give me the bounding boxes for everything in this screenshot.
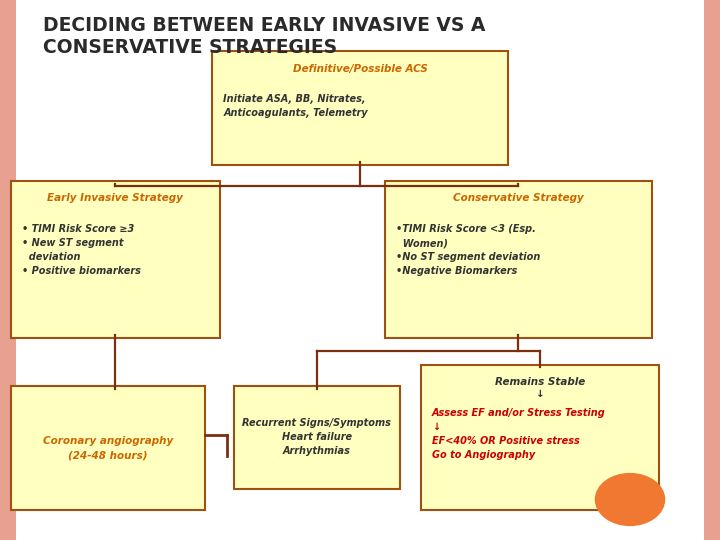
- Text: •TIMI Risk Score <3 (Esp.
  Women)
•No ST segment deviation
•Negative Biomarkers: •TIMI Risk Score <3 (Esp. Women) •No ST …: [396, 224, 541, 276]
- Text: Coronary angiography
(24-48 hours): Coronary angiography (24-48 hours): [43, 436, 173, 460]
- FancyBboxPatch shape: [704, 0, 720, 540]
- FancyBboxPatch shape: [212, 51, 508, 165]
- FancyBboxPatch shape: [385, 181, 652, 338]
- Text: • TIMI Risk Score ≥3
• New ST segment
  deviation
• Positive biomarkers: • TIMI Risk Score ≥3 • New ST segment de…: [22, 224, 140, 276]
- Text: Conservative Strategy: Conservative Strategy: [453, 193, 584, 204]
- Text: Assess EF and/or Stress Testing
↓
EF<40% OR Positive stress
Go to Angiography: Assess EF and/or Stress Testing ↓ EF<40%…: [432, 408, 606, 460]
- FancyBboxPatch shape: [234, 386, 400, 489]
- Circle shape: [595, 474, 665, 525]
- Text: Early Invasive Strategy: Early Invasive Strategy: [48, 193, 183, 204]
- Text: Initiate ASA, BB, Nitrates,
Anticoagulants, Telemetry: Initiate ASA, BB, Nitrates, Anticoagulan…: [223, 94, 368, 118]
- Text: Definitive/Possible ACS: Definitive/Possible ACS: [292, 64, 428, 74]
- Text: Remains Stable
↓: Remains Stable ↓: [495, 377, 585, 399]
- FancyBboxPatch shape: [11, 386, 205, 510]
- Text: Recurrent Signs/Symptoms
Heart failure
Arrhythmias: Recurrent Signs/Symptoms Heart failure A…: [243, 418, 391, 456]
- Text: DECIDING BETWEEN EARLY INVASIVE VS A
CONSERVATIVE STRATEGIES: DECIDING BETWEEN EARLY INVASIVE VS A CON…: [43, 16, 485, 57]
- FancyBboxPatch shape: [421, 364, 659, 510]
- FancyBboxPatch shape: [0, 0, 16, 540]
- FancyBboxPatch shape: [11, 181, 220, 338]
